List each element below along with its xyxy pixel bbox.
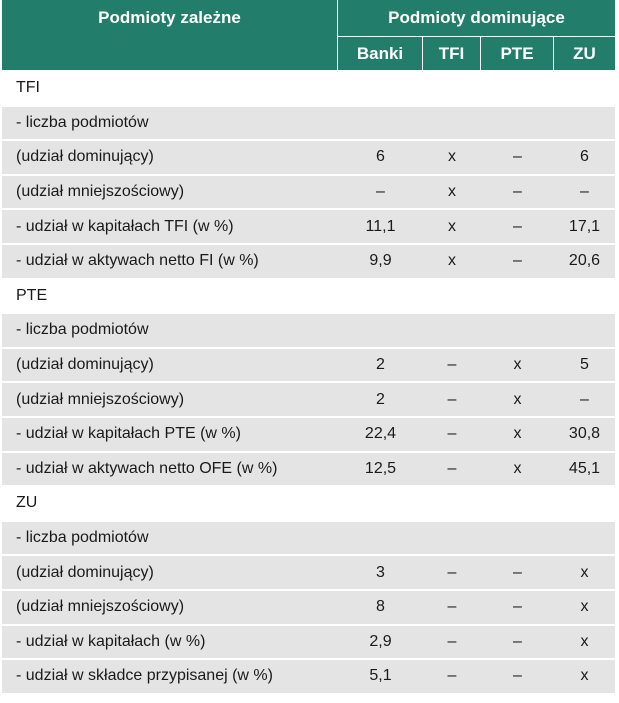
section-row: ZU <box>2 485 615 520</box>
cell-banki: 9,9 <box>369 252 392 270</box>
cell-tfi: – <box>447 598 457 616</box>
cell-pte: – <box>513 252 522 270</box>
header-subsidiaries: Podmioty zależne <box>2 0 338 36</box>
cell-pte: – <box>513 217 522 235</box>
table-row: - udział w kapitałach PTE (w %) 22,4 – x 30,… <box>2 415 615 451</box>
cell-pte: – <box>513 563 522 581</box>
cell-tfi: – <box>447 459 457 477</box>
table-row: - liczba podmiotów <box>2 312 615 347</box>
row-label: - udział w kapitałach TFI (w %) <box>16 217 234 235</box>
cell-tfi: – <box>447 390 457 408</box>
row-label: (udział dominujący) <box>16 563 154 581</box>
cell-pte: x <box>513 459 522 477</box>
cell-banki: 22,4 <box>364 425 397 443</box>
table-row: (udział mniejszościowy) 2 – x – <box>2 381 615 416</box>
cell-zu: x <box>580 632 589 650</box>
cell-zu: 45,1 <box>568 459 601 477</box>
cell-banki: 5,1 <box>369 667 392 685</box>
cell-tfi: – <box>447 632 457 650</box>
row-label: - udział w składce przypisanej (w %) <box>16 667 273 685</box>
cell-pte: x <box>513 425 522 443</box>
table-row: - liczba podmiotów <box>2 104 615 140</box>
cell-zu: x <box>580 563 589 581</box>
cell-tfi: – <box>447 667 457 685</box>
cell-pte: x <box>513 356 522 374</box>
table-row: - udział w składce przypisanej (w %) 5,1 –… <box>2 658 615 693</box>
cell-pte: – <box>513 598 522 616</box>
cell-zu: 30,8 <box>568 425 601 443</box>
cell-pte: x <box>513 390 522 408</box>
table-header-top: Podmioty zależne Podmioty dominujące <box>2 0 615 36</box>
row-label: (udział mniejszościowy) <box>16 598 185 616</box>
cell-zu: 6 <box>580 148 589 166</box>
table-row: - udział w aktywach netto FI (w %) 9,9 x – 2… <box>2 242 615 278</box>
row-label: - liczba podmiotów <box>16 321 149 339</box>
cell-pte: – <box>513 148 522 166</box>
section-label: TFI <box>16 79 40 97</box>
table-row: (udział dominujący) 3 – – x <box>2 554 615 589</box>
table-row: - udział w kapitałach (w %) 2,9 – – x <box>2 623 615 659</box>
table-row: - udział w aktywach netto OFE (w %) 12,5 –… <box>2 450 615 486</box>
cell-banki: 6 <box>376 148 385 166</box>
cell-zu: 20,6 <box>568 252 601 270</box>
cell-pte: – <box>513 183 522 201</box>
row-label: - liczba podmiotów <box>16 113 149 131</box>
row-label: - udział w kapitałach (w %) <box>16 632 206 650</box>
header-parent-entities: Podmioty dominujące <box>388 8 565 27</box>
cell-banki: 11,1 <box>365 217 396 235</box>
row-label: - liczba podmiotów <box>16 529 149 547</box>
table-row: (udział dominujący) 2 – x 5 <box>2 346 615 382</box>
row-label: - udział w aktywach netto OFE (w %) <box>16 459 278 477</box>
cell-banki: 3 <box>376 563 385 581</box>
table-row: (udział mniejszościowy) – x – – <box>2 173 615 209</box>
column-header-pte: PTE <box>481 36 554 70</box>
cell-banki: 8 <box>376 598 385 616</box>
cell-zu: x <box>580 667 589 685</box>
row-label: - udział w kapitałach PTE (w %) <box>16 425 241 443</box>
cell-zu: – <box>580 183 589 201</box>
cell-banki: 12,5 <box>364 459 397 477</box>
section-label: PTE <box>16 286 48 304</box>
column-header-tfi: TFI <box>423 36 481 70</box>
cell-tfi: – <box>447 356 457 374</box>
cell-tfi: x <box>448 217 456 235</box>
cell-tfi: x <box>448 148 456 166</box>
cell-zu: 17,1 <box>568 217 601 235</box>
row-label: (udział mniejszościowy) <box>16 183 185 201</box>
cell-banki: – <box>376 183 385 201</box>
cell-pte: – <box>513 632 522 650</box>
cell-tfi: x <box>448 252 456 270</box>
cell-banki: 2 <box>376 390 385 408</box>
row-label: (udział dominujący) <box>16 148 154 166</box>
section-row: TFI <box>2 70 615 105</box>
column-header-zu: ZU <box>554 36 615 70</box>
cell-zu: x <box>580 598 589 616</box>
table-row: - udział w kapitałach TFI (w %) 11,1 x – 17,… <box>2 208 615 243</box>
section-label: ZU <box>16 494 38 512</box>
table-header-columns: Banki TFI PTE ZU <box>2 36 615 70</box>
cell-banki: 2,9 <box>369 632 392 650</box>
cell-tfi: – <box>447 425 457 443</box>
table-body: TFI - liczba podmiotów (udział dominujący)… <box>2 70 615 693</box>
subsidiaries-table: Podmioty zależne Podmioty dominujące Ban… <box>2 0 615 693</box>
row-label: - udział w aktywach netto FI (w %) <box>16 252 259 270</box>
row-label: (udział mniejszościowy) <box>16 390 185 408</box>
table-row: (udział mniejszościowy) 8 – – x <box>2 588 615 624</box>
section-row: PTE <box>2 277 615 313</box>
cell-tfi: x <box>448 183 456 201</box>
header-blank-cell <box>2 36 338 70</box>
cell-pte: – <box>513 667 522 685</box>
table-row: - liczba podmiotów <box>2 519 615 555</box>
cell-banki: 2 <box>376 356 385 374</box>
row-label: (udział dominujący) <box>16 356 154 374</box>
table-row: (udział dominujący) 6 x – 6 <box>2 139 615 174</box>
cell-zu: 5 <box>580 356 589 374</box>
cell-tfi: – <box>447 563 457 581</box>
column-header-banki: Banki <box>338 36 423 70</box>
cell-zu: – <box>580 390 589 408</box>
